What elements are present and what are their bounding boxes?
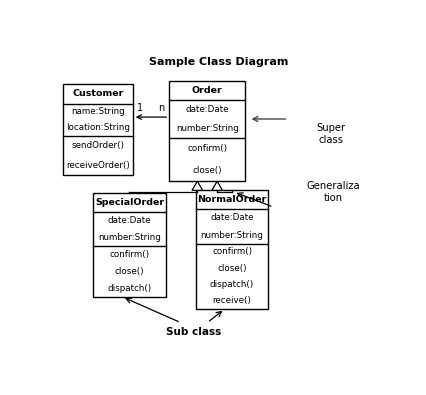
Text: SpecialOrder: SpecialOrder <box>95 198 164 207</box>
Text: close(): close() <box>192 166 222 175</box>
Text: number:String: number:String <box>98 233 161 242</box>
Text: Customer: Customer <box>72 89 124 98</box>
Text: number:String: number:String <box>200 231 263 240</box>
Text: dispatch(): dispatch() <box>107 284 151 293</box>
Polygon shape <box>211 181 222 190</box>
Text: confirm(): confirm() <box>187 144 227 153</box>
Text: confirm(): confirm() <box>212 247 251 256</box>
Text: number:String: number:String <box>176 124 238 133</box>
Bar <box>93 194 165 297</box>
Text: date:Date: date:Date <box>210 213 253 222</box>
Text: Sub class: Sub class <box>166 327 221 337</box>
Text: Super
class: Super class <box>316 123 345 145</box>
Text: date:Date: date:Date <box>107 216 151 225</box>
Bar <box>169 81 245 181</box>
Text: 1: 1 <box>136 103 143 113</box>
Text: location:String: location:String <box>66 123 130 132</box>
Text: Generaliza
tion: Generaliza tion <box>305 181 359 203</box>
Text: receiveOrder(): receiveOrder() <box>66 161 130 170</box>
Text: name:String: name:String <box>71 107 125 117</box>
Text: date:Date: date:Date <box>185 105 228 114</box>
Text: Sample Class Diagram: Sample Class Diagram <box>149 56 288 66</box>
Text: dispatch(): dispatch() <box>210 280 253 289</box>
Text: NormalOrder: NormalOrder <box>197 196 266 204</box>
Bar <box>63 84 132 175</box>
Text: Order: Order <box>191 86 222 95</box>
Text: n: n <box>158 103 164 113</box>
Text: receive(): receive() <box>212 296 251 305</box>
Polygon shape <box>192 181 202 190</box>
Text: close(): close() <box>115 267 144 276</box>
Text: confirm(): confirm() <box>109 250 149 259</box>
Bar <box>195 190 268 309</box>
Text: close(): close() <box>217 264 246 273</box>
Text: sendOrder(): sendOrder() <box>72 141 124 150</box>
